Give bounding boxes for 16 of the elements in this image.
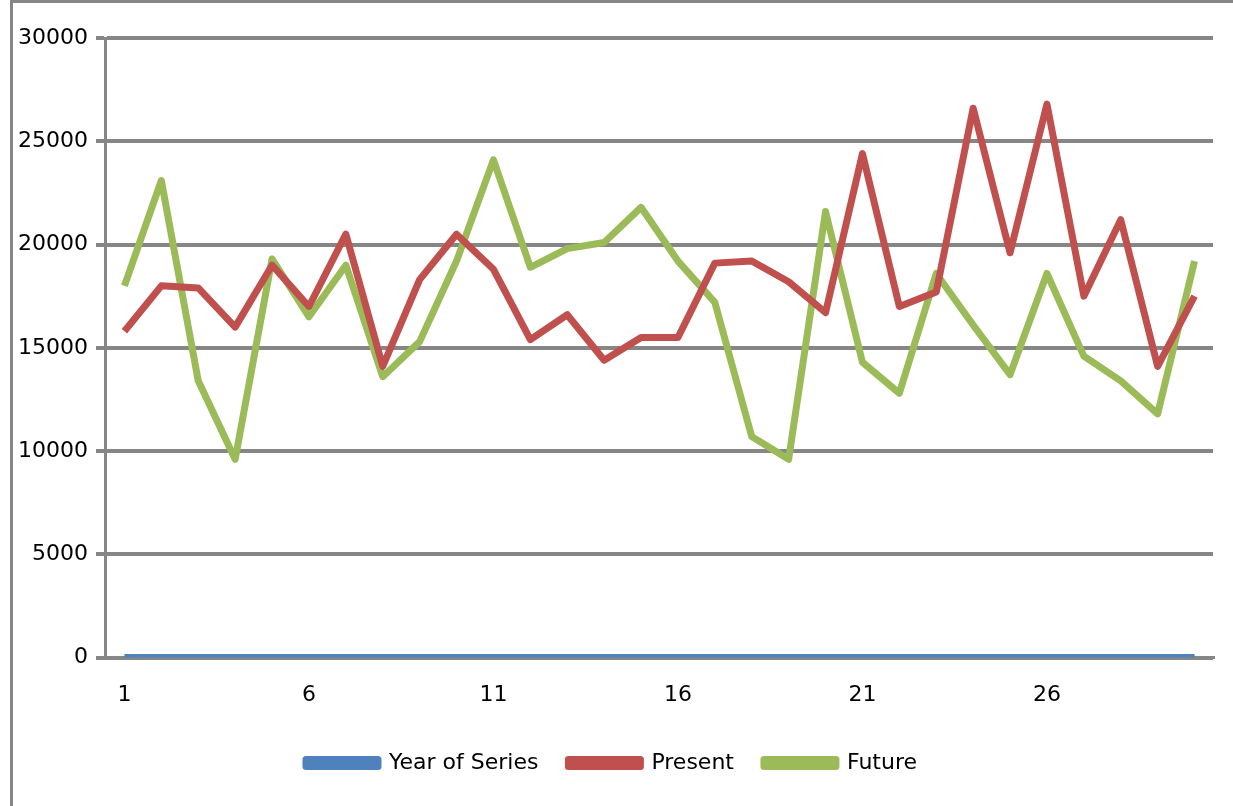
legend-label: Year of Series	[387, 748, 539, 774]
x-tick-label: 16	[663, 680, 692, 706]
y-tick-label: 20000	[17, 230, 88, 256]
y-tick-label: 5000	[31, 540, 88, 566]
legend-label: Future	[846, 748, 918, 774]
y-tick-label: 0	[73, 643, 88, 669]
x-tick-label: 6	[301, 680, 316, 706]
x-tick-label: 1	[117, 680, 132, 706]
y-tick-label: 15000	[17, 333, 88, 359]
x-tick-label: 11	[479, 680, 508, 706]
x-tick-label: 21	[848, 680, 877, 706]
legend-label: Present	[651, 748, 735, 774]
y-tick-label: 30000	[17, 23, 88, 49]
y-tick-label: 25000	[17, 126, 88, 152]
x-tick-label: 26	[1032, 680, 1061, 706]
y-tick-label: 10000	[17, 436, 88, 462]
